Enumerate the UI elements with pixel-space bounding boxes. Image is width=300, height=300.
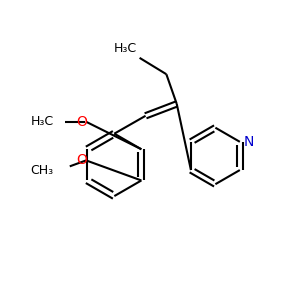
Text: H₃C: H₃C: [114, 43, 137, 56]
Text: O: O: [77, 115, 88, 129]
Text: O: O: [77, 153, 88, 167]
Text: H₃C: H₃C: [30, 115, 53, 128]
Text: CH₃: CH₃: [30, 164, 53, 177]
Text: N: N: [243, 135, 254, 149]
